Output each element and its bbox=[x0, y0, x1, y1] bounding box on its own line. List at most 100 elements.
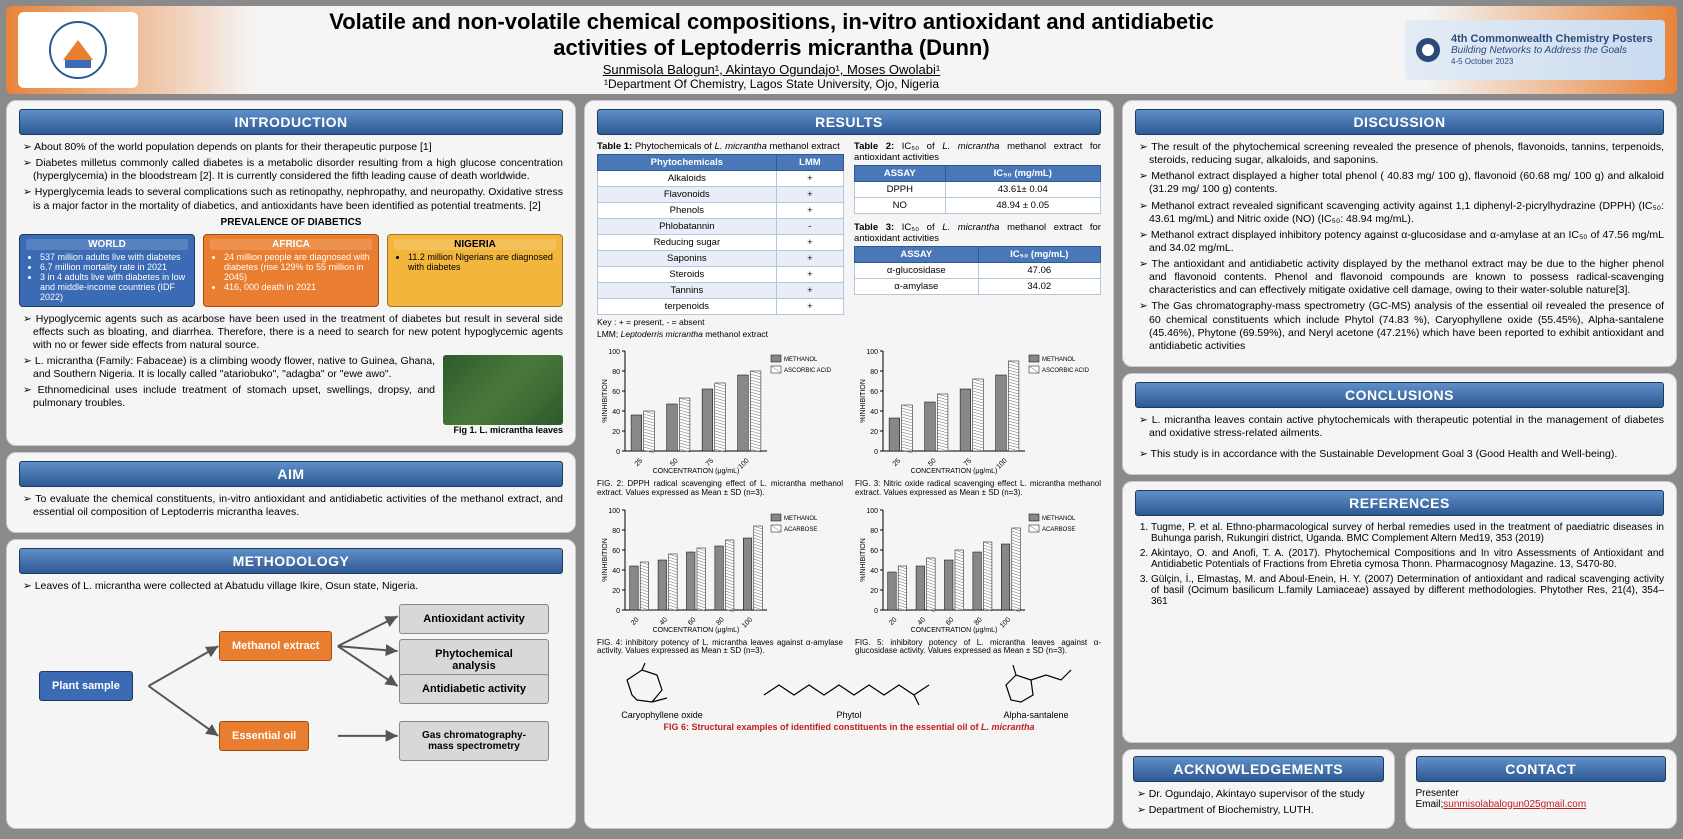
method-bullet: Leaves of L. micrantha were collected at… bbox=[23, 580, 563, 593]
ack-heading: ACKNOWLEDGEMENTS bbox=[1133, 756, 1384, 782]
charts-grid: 020406080100%INHIBITION255075100CONCENTR… bbox=[597, 345, 1101, 656]
column-right: DISCUSSION The result of the phytochemic… bbox=[1122, 100, 1677, 829]
svg-text:100: 100 bbox=[608, 349, 620, 356]
svg-text:CONCENTRATION (μg/mL): CONCENTRATION (μg/mL) bbox=[653, 468, 740, 475]
table3: ASSAYIC₅₀ (mg/mL) α-glucosidase47.06α-am… bbox=[854, 246, 1101, 295]
struct-caryo: Caryophyllene oxide bbox=[617, 660, 707, 720]
africa-list: 24 million people are diagnosed with dia… bbox=[210, 252, 372, 292]
svg-text:80: 80 bbox=[612, 369, 620, 376]
authors: Sunmisola Balogun¹, Akintayo Ogundajo¹, … bbox=[138, 62, 1405, 77]
concl-item: This study is in accordance with the Sus… bbox=[1139, 448, 1664, 461]
flow-antiox: Antioxidant activity bbox=[399, 604, 549, 634]
contact-panel: CONTACT Presenter Email;sunmisolabalogun… bbox=[1405, 749, 1678, 829]
concl-item: L. micrantha leaves contain active phyto… bbox=[1139, 414, 1664, 440]
world-stats: WORLD 537 million adults live with diabe… bbox=[19, 234, 195, 307]
svg-text:20: 20 bbox=[612, 588, 620, 595]
plant-photo bbox=[443, 355, 563, 425]
africa-stats: AFRICA 24 million people are diagnosed w… bbox=[203, 234, 379, 307]
svg-text:60: 60 bbox=[612, 548, 620, 555]
chart-fig5: 020406080100%INHIBITION20406080100CONCEN… bbox=[855, 504, 1101, 657]
svg-text:40: 40 bbox=[870, 409, 878, 416]
results-panel: RESULTS Table 1: Table 1: Phytochemicals… bbox=[584, 100, 1114, 829]
svg-text:CONCENTRATION (μg/mL): CONCENTRATION (μg/mL) bbox=[911, 627, 998, 634]
affiliation: ¹Department Of Chemistry, Lagos State Un… bbox=[138, 77, 1405, 91]
conclusions-panel: CONCLUSIONS L. micrantha leaves contain … bbox=[1122, 373, 1677, 475]
svg-text:%INHIBITION: %INHIBITION bbox=[860, 379, 867, 423]
column-left: INTRODUCTION About 80% of the world popu… bbox=[6, 100, 576, 829]
flow-methanol: Methanol extract bbox=[219, 631, 332, 661]
contact-presenter: Presenter bbox=[1416, 788, 1667, 799]
flow-antidiab: Antidiabetic activity bbox=[399, 674, 549, 704]
svg-text:80: 80 bbox=[612, 528, 620, 535]
intro-heading: INTRODUCTION bbox=[19, 109, 563, 135]
table2: ASSAYIC₅₀ (mg/mL) DPPH43.61± 0.04NO48.94… bbox=[854, 165, 1101, 214]
structures: Caryophyllene oxide Phytol Alpha-santale… bbox=[597, 660, 1101, 720]
svg-text:20: 20 bbox=[870, 429, 878, 436]
intro-bullet: Hyperglycemia leads to several complicat… bbox=[23, 186, 563, 212]
intro-panel: INTRODUCTION About 80% of the world popu… bbox=[6, 100, 576, 446]
refs-list: Tugme, P. et al. Ethno-pharmacological s… bbox=[1135, 522, 1664, 607]
svg-text:40: 40 bbox=[612, 568, 620, 575]
results-heading: RESULTS bbox=[597, 109, 1101, 135]
svg-text:100: 100 bbox=[999, 616, 1012, 629]
svg-text:75: 75 bbox=[963, 457, 974, 468]
flow-gcms: Gas chromatography-mass spectrometry bbox=[399, 721, 549, 761]
svg-text:ASCORBIC ACID: ASCORBIC ACID bbox=[784, 368, 832, 374]
svg-text:20: 20 bbox=[612, 429, 620, 436]
svg-text:METHANOL: METHANOL bbox=[784, 516, 818, 522]
intro-bullet: Diabetes milletus commonly called diabet… bbox=[23, 157, 563, 183]
svg-text:%INHIBITION: %INHIBITION bbox=[602, 538, 609, 582]
svg-text:0: 0 bbox=[616, 608, 620, 615]
flow-eo: Essential oil bbox=[219, 721, 309, 751]
fig1-caption: Fig 1. L. micrantha leaves bbox=[19, 425, 563, 435]
svg-text:20: 20 bbox=[630, 616, 641, 627]
flow-plant: Plant sample bbox=[39, 671, 133, 701]
svg-text:75: 75 bbox=[705, 457, 716, 468]
conclusions-heading: CONCLUSIONS bbox=[1135, 382, 1664, 408]
prevalence-label: PREVALENCE OF DIABETICS bbox=[19, 217, 563, 228]
t3-title: Table 3: IC₅₀ of L. micrantha methanol e… bbox=[854, 222, 1101, 244]
svg-text:20: 20 bbox=[888, 616, 899, 627]
fig6-caption: FIG 6: Structural examples of identified… bbox=[597, 722, 1101, 732]
t2-body: DPPH43.61± 0.04NO48.94 ± 0.05 bbox=[855, 182, 1101, 214]
chart-fig4: 020406080100%INHIBITION20406080100CONCEN… bbox=[597, 504, 843, 657]
struct-phytol: Phytol bbox=[759, 670, 939, 720]
svg-text:25: 25 bbox=[892, 457, 903, 468]
columns: INTRODUCTION About 80% of the world popu… bbox=[6, 100, 1677, 829]
svg-text:%INHIBITION: %INHIBITION bbox=[860, 538, 867, 582]
t3-body: α-glucosidase47.06α-amylase34.02 bbox=[855, 263, 1101, 295]
svg-text:ASCORBIC ACID: ASCORBIC ACID bbox=[1042, 368, 1090, 374]
ack-item: Department of Biochemistry, LUTH. bbox=[1137, 804, 1384, 817]
svg-text:100: 100 bbox=[866, 508, 878, 515]
chart-fig3: 020406080100%INHIBITION255075100CONCENTR… bbox=[855, 345, 1101, 498]
svg-text:%INHIBITION: %INHIBITION bbox=[602, 379, 609, 423]
column-middle: RESULTS Table 1: Table 1: Phytochemicals… bbox=[584, 100, 1114, 829]
t1-key2: LMM; Leptoderris micrantha methanol extr… bbox=[597, 329, 844, 339]
svg-text:METHANOL: METHANOL bbox=[1042, 357, 1076, 363]
nigeria-list: 11.2 million Nigerians are diagnosed wit… bbox=[394, 252, 556, 272]
svg-text:20: 20 bbox=[870, 588, 878, 595]
contact-email: Email;sunmisolabalogun025gmail.com bbox=[1416, 799, 1667, 810]
references-panel: REFERENCES Tugme, P. et al. Ethno-pharma… bbox=[1122, 481, 1677, 743]
t1-key: Key : + = present, - = absent bbox=[597, 317, 844, 327]
university-logo bbox=[18, 12, 138, 88]
t1-title: Table 1: Table 1: Phytochemicals of L. m… bbox=[597, 141, 844, 152]
poster-root: Volatile and non-volatile chemical compo… bbox=[0, 0, 1683, 839]
intro-bullet: About 80% of the world population depend… bbox=[23, 141, 563, 154]
svg-text:METHANOL: METHANOL bbox=[1042, 516, 1076, 522]
svg-text:50: 50 bbox=[927, 457, 938, 468]
nigeria-stats: NIGERIA 11.2 million Nigerians are diagn… bbox=[387, 234, 563, 307]
t1-body: Alkaloids+Flavonoids+Phenols+Phlobatanni… bbox=[598, 171, 844, 315]
method-panel: METHODOLOGY Leaves of L. micrantha were … bbox=[6, 539, 576, 829]
svg-text:80: 80 bbox=[973, 616, 984, 627]
chart-fig2: 020406080100%INHIBITION255075100CONCENTR… bbox=[597, 345, 843, 498]
results-tables: Table 1: Table 1: Phytochemicals of L. m… bbox=[597, 141, 1101, 339]
svg-text:0: 0 bbox=[616, 449, 620, 456]
ack-panel: ACKNOWLEDGEMENTS Dr. Ogundajo, Akintayo … bbox=[1122, 749, 1395, 829]
conference-badge: 4th Commonwealth Chemistry Posters Build… bbox=[1405, 20, 1665, 80]
svg-text:50: 50 bbox=[669, 457, 680, 468]
svg-text:40: 40 bbox=[870, 568, 878, 575]
svg-text:80: 80 bbox=[715, 616, 726, 627]
svg-text:40: 40 bbox=[917, 616, 928, 627]
t2-title: Table 2: IC₅₀ of L. micrantha methanol e… bbox=[854, 141, 1101, 163]
